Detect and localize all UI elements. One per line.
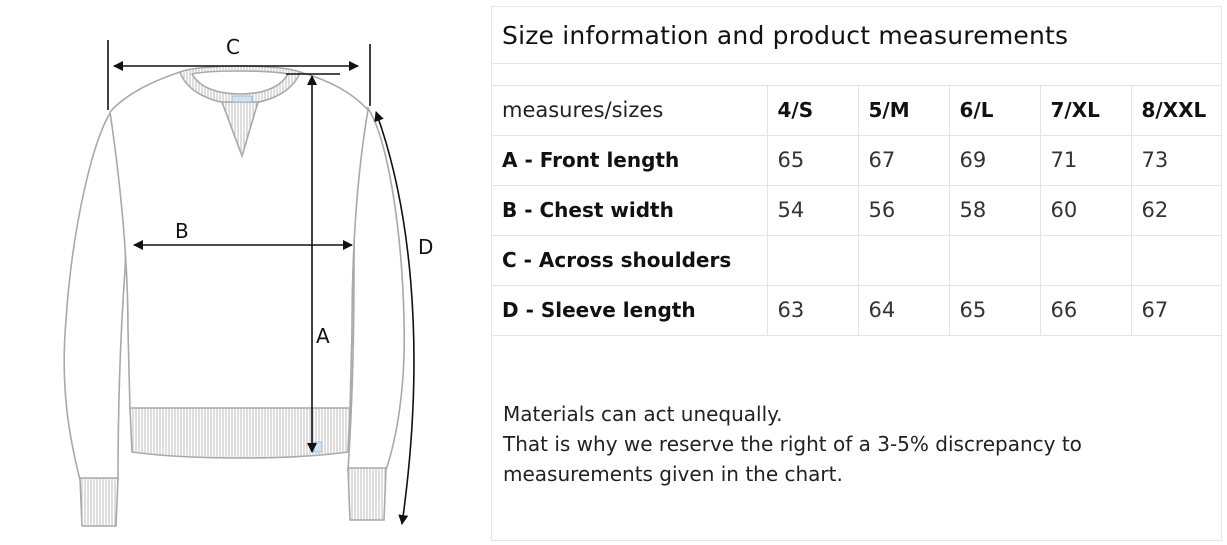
label-d: D [418,235,433,259]
header-size: 4/S [766,85,858,136]
table-cell: 69 [948,135,1040,186]
header-measures-sizes: measures/sizes [492,85,767,136]
table-row: D - Sleeve length 63 64 65 66 67 [492,285,1222,336]
table-cell: 63 [766,285,858,336]
right-cuff-rib [347,467,387,521]
row-label: C - Across shoulders [492,235,767,286]
note-line: measurements given in the chart. [503,462,843,486]
divider [492,63,1221,64]
table-header-row: measures/sizes 4/S 5/M 6/L 7/XL 8/XXL [492,85,1222,136]
header-size: 5/M [857,85,949,136]
row-label: A - Front length [492,135,767,186]
note-line: Materials can act unequally. [503,402,783,426]
waistband-rib [129,407,351,459]
header-size: 8/XXL [1130,85,1222,136]
table-cell [1039,235,1131,286]
row-label: B - Chest width [492,185,767,236]
header-size: 7/XL [1039,85,1131,136]
label-a: A [316,324,330,348]
table-cell: 64 [857,285,949,336]
row-label: D - Sleeve length [492,285,767,336]
table-cell [948,235,1040,286]
table-cell: 60 [1039,185,1131,236]
table-row: A - Front length 65 67 69 71 73 [492,135,1222,186]
table-row: C - Across shoulders [492,235,1222,286]
sweatshirt-measurement-diagram: C B A D [63,35,433,527]
table-cell: 65 [948,285,1040,336]
discrepancy-note: Materials can act unequally. That is why… [503,399,1203,489]
left-cuff-rib [79,477,119,527]
collar-opening [190,70,290,95]
brand-tag [231,95,253,103]
measure-c [107,40,371,110]
table-cell [1130,235,1222,286]
table-cell: 67 [857,135,949,186]
label-b: B [175,219,189,243]
table-cell: 67 [1130,285,1222,336]
table-cell: 56 [857,185,949,236]
sweatshirt-outline [63,65,406,527]
table-cell: 73 [1130,135,1222,186]
table-cell: 66 [1039,285,1131,336]
size-table: measures/sizes 4/S 5/M 6/L 7/XL 8/XXL A … [492,85,1222,336]
table-cell [766,235,858,286]
measure-d [374,111,415,525]
table-cell: 65 [766,135,858,186]
table-row: B - Chest width 54 56 58 60 62 [492,185,1222,236]
panel-title: Size information and product measurement… [502,21,1069,50]
table-cell: 62 [1130,185,1222,236]
care-tag [313,441,323,453]
table-cell: 58 [948,185,1040,236]
note-line: That is why we reserve the right of a 3-… [503,432,1082,456]
table-cell: 71 [1039,135,1131,186]
header-size: 6/L [948,85,1040,136]
table-cell: 54 [766,185,858,236]
label-c: C [226,35,240,59]
size-info-panel: Size information and product measurement… [491,6,1222,541]
table-cell [857,235,949,286]
